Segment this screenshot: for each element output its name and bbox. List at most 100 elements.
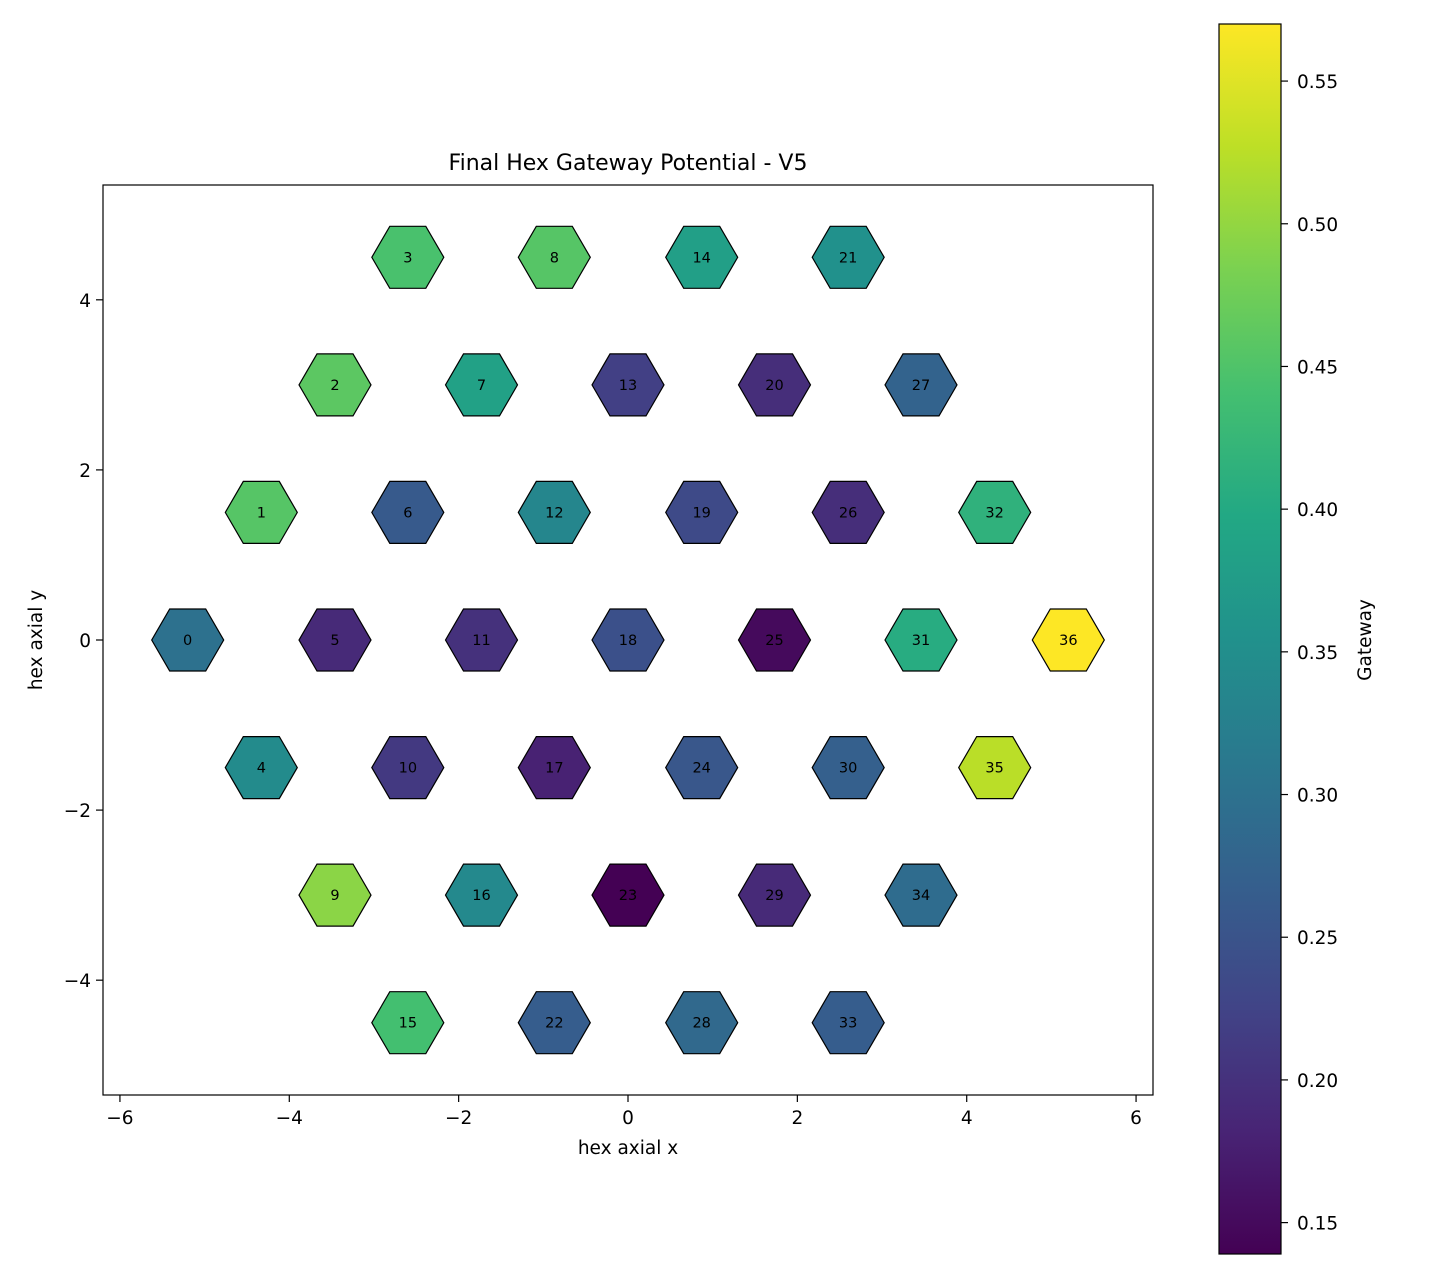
y-axis: −4 −2 0 2 4 — [64, 291, 103, 992]
hex-label-31: 31 — [912, 633, 930, 649]
hex-label-27: 27 — [912, 378, 930, 394]
hex-label-22: 22 — [545, 1016, 563, 1032]
x-tick-label: 6 — [1130, 1108, 1142, 1129]
colorbar-tick-label: 0.40 — [1297, 500, 1338, 521]
hex-cell-8 — [517, 225, 591, 289]
y-tick-label: 0 — [79, 631, 91, 652]
hex-cell-27 — [884, 353, 958, 417]
hex-cell-32 — [958, 480, 1032, 545]
hex-label-24: 24 — [692, 761, 710, 777]
hex-cell-16 — [444, 863, 519, 927]
hex-cell-11 — [444, 608, 519, 672]
x-tick-label: 2 — [791, 1108, 803, 1129]
hex-label-20: 20 — [765, 378, 783, 394]
hex-label-23: 23 — [619, 888, 637, 904]
hex-label-15: 15 — [399, 1016, 417, 1032]
hex-cell-22 — [517, 991, 591, 1055]
hex-label-10: 10 — [399, 761, 417, 777]
hex-cell-1 — [224, 480, 298, 545]
colorbar-tick-label: 0.35 — [1297, 643, 1338, 664]
hex-cell-19 — [665, 480, 739, 545]
hex-cell-35 — [958, 735, 1032, 800]
hex-label-32: 32 — [985, 505, 1003, 521]
x-tick-label: −6 — [106, 1108, 133, 1129]
hex-cell-17 — [517, 735, 591, 800]
colorbar-tick-label: 0.15 — [1297, 1214, 1338, 1235]
hex-cell-28 — [665, 991, 739, 1055]
colorbar-tick-label: 0.20 — [1297, 1071, 1338, 1092]
x-tick-label: 4 — [961, 1108, 973, 1129]
hex-cell-20 — [737, 353, 812, 417]
hex-cell-7 — [444, 353, 519, 417]
hex-label-36: 36 — [1059, 633, 1077, 649]
hex-label-18: 18 — [619, 633, 637, 649]
hex-cell-30 — [811, 735, 885, 800]
y-axis-label: hex axial y — [26, 590, 47, 690]
hex-label-8: 8 — [550, 250, 559, 266]
hex-cell-14 — [665, 225, 739, 289]
y-tick-label: −2 — [64, 801, 91, 822]
hex-cell-24 — [665, 735, 739, 800]
y-tick-label: 4 — [79, 291, 91, 312]
hex-label-11: 11 — [472, 633, 490, 649]
x-axis: −6 −4 −2 0 2 4 6 — [106, 1095, 1142, 1129]
hex-label-7: 7 — [477, 378, 486, 394]
hex-cell-4 — [224, 735, 298, 800]
hex-label-0: 0 — [183, 633, 192, 649]
hex-cell-0 — [151, 608, 225, 672]
y-tick-label: −4 — [64, 971, 91, 992]
hex-label-33: 33 — [839, 1016, 857, 1032]
colorbar-gradient — [1218, 23, 1282, 1255]
colorbar-ticks: 0.15 0.20 0.25 0.30 0.35 0.40 0.45 0.50 0.55 — [1281, 72, 1338, 1235]
x-axis-label: hex axial x — [578, 1138, 678, 1159]
hex-label-35: 35 — [985, 761, 1003, 777]
hex-cell-3 — [371, 225, 445, 289]
hex-cell-18 — [591, 608, 665, 672]
hex-label-5: 5 — [330, 633, 339, 649]
colorbar-tick-label: 0.30 — [1297, 786, 1338, 807]
hex-cell-29 — [737, 863, 812, 927]
colorbar-tick-label: 0.50 — [1297, 215, 1338, 236]
x-tick-label: −2 — [445, 1108, 472, 1129]
hex-label-9: 9 — [330, 888, 339, 904]
hex-cell-23 — [591, 863, 665, 927]
hex-cell-2 — [298, 353, 372, 417]
hex-cell-13 — [591, 353, 665, 417]
hex-cell-25 — [737, 608, 812, 672]
hex-label-25: 25 — [765, 633, 783, 649]
hex-cell-5 — [298, 608, 372, 672]
hex-label-34: 34 — [912, 888, 930, 904]
x-tick-label: −4 — [276, 1108, 303, 1129]
hex-cell-26 — [811, 480, 885, 545]
hex-label-17: 17 — [545, 761, 563, 777]
colorbar-tick-label: 0.55 — [1297, 72, 1338, 93]
hex-label-30: 30 — [839, 761, 857, 777]
x-tick-label: 0 — [622, 1108, 634, 1129]
hex-label-26: 26 — [839, 505, 857, 521]
hex-label-2: 2 — [330, 378, 339, 394]
hex-label-4: 4 — [257, 761, 266, 777]
hex-label-16: 16 — [472, 888, 490, 904]
chart-title: Final Hex Gateway Potential - V5 — [449, 151, 808, 176]
hex-label-3: 3 — [403, 250, 412, 266]
hex-cell-15 — [371, 991, 445, 1055]
hex-label-12: 12 — [545, 505, 563, 521]
hex-cell-34 — [884, 863, 958, 927]
hex-cell-36 — [1031, 608, 1105, 672]
y-tick-label: 2 — [79, 461, 91, 482]
hex-label-13: 13 — [619, 378, 637, 394]
hex-label-21: 21 — [839, 250, 857, 266]
hex-label-19: 19 — [692, 505, 710, 521]
hex-cell-12 — [517, 480, 591, 545]
hex-cell-21 — [811, 225, 885, 289]
colorbar-label: Gateway — [1355, 599, 1376, 681]
hex-label-6: 6 — [403, 505, 412, 521]
plot-area: 0123456789101112131415161718192021222324… — [151, 225, 1105, 1055]
hex-cell-6 — [371, 480, 445, 545]
colorbar-tick-label: 0.25 — [1297, 928, 1338, 949]
hex-label-14: 14 — [692, 250, 710, 266]
hex-cell-31 — [884, 608, 958, 672]
hex-label-1: 1 — [257, 505, 266, 521]
hex-cell-33 — [811, 991, 885, 1055]
